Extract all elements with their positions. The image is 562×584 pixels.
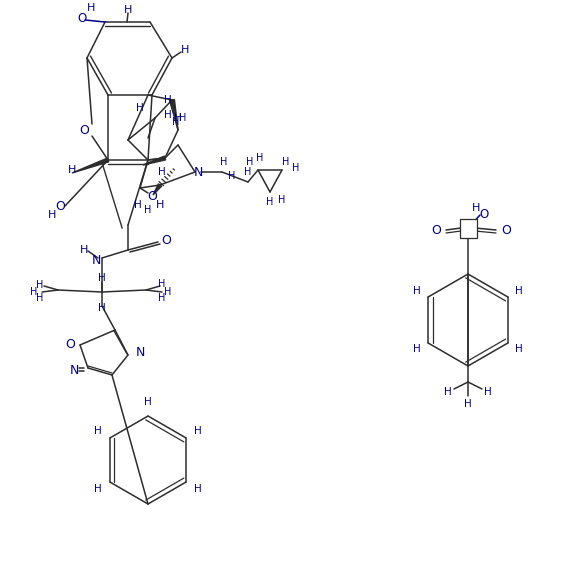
Text: O: O xyxy=(431,224,441,237)
Text: O: O xyxy=(147,189,157,203)
Text: H: H xyxy=(413,345,421,354)
Text: N: N xyxy=(193,165,203,179)
Text: H: H xyxy=(94,484,102,494)
Text: H: H xyxy=(68,165,76,175)
Text: O: O xyxy=(78,12,87,25)
Text: H: H xyxy=(144,397,152,407)
Text: H: H xyxy=(444,387,452,397)
Text: H: H xyxy=(292,163,300,173)
Text: H: H xyxy=(464,399,472,409)
Text: H: H xyxy=(94,426,102,436)
Text: N: N xyxy=(69,363,79,377)
Text: H: H xyxy=(164,287,171,297)
Text: H: H xyxy=(413,286,421,296)
Text: H: H xyxy=(484,387,492,397)
Text: N: N xyxy=(91,253,101,266)
Text: H: H xyxy=(472,203,480,213)
Text: H: H xyxy=(266,197,274,207)
Text: O: O xyxy=(479,207,488,221)
Text: H: H xyxy=(37,293,44,303)
Text: H: H xyxy=(136,103,144,113)
Text: H: H xyxy=(98,273,106,283)
Text: H: H xyxy=(158,279,166,289)
Text: H: H xyxy=(256,153,264,163)
Text: H: H xyxy=(515,286,523,296)
Text: H: H xyxy=(173,117,180,127)
Text: O: O xyxy=(79,123,89,137)
Text: H: H xyxy=(124,5,132,15)
Polygon shape xyxy=(170,99,178,130)
Text: S: S xyxy=(464,221,472,235)
Text: O: O xyxy=(65,339,75,352)
Text: H: H xyxy=(164,110,172,120)
Text: H: H xyxy=(194,426,202,436)
Polygon shape xyxy=(153,184,162,195)
Text: H: H xyxy=(98,303,106,313)
Polygon shape xyxy=(143,156,166,165)
Text: H: H xyxy=(246,157,253,167)
Text: H: H xyxy=(181,45,189,55)
FancyBboxPatch shape xyxy=(460,218,477,238)
Text: H: H xyxy=(30,287,38,297)
Text: H: H xyxy=(144,205,152,215)
Text: H: H xyxy=(80,245,88,255)
Polygon shape xyxy=(72,158,108,173)
Text: H: H xyxy=(244,167,252,177)
Text: H: H xyxy=(156,200,164,210)
Text: H: H xyxy=(278,195,285,205)
Text: H: H xyxy=(158,293,166,303)
Text: H: H xyxy=(158,167,166,177)
Text: O: O xyxy=(161,234,171,246)
Text: H: H xyxy=(282,157,289,167)
Text: N: N xyxy=(135,346,144,360)
Text: O: O xyxy=(55,200,65,213)
Text: H: H xyxy=(164,95,172,105)
Text: H: H xyxy=(87,3,95,13)
Text: H: H xyxy=(37,280,44,290)
Text: H: H xyxy=(174,113,182,123)
Text: O: O xyxy=(501,224,511,237)
Text: H: H xyxy=(220,157,228,167)
Text: H: H xyxy=(228,171,235,181)
Text: H: H xyxy=(48,210,56,220)
Text: H: H xyxy=(515,345,523,354)
Text: H: H xyxy=(179,113,187,123)
Text: H: H xyxy=(194,484,202,494)
Text: H: H xyxy=(134,200,142,210)
